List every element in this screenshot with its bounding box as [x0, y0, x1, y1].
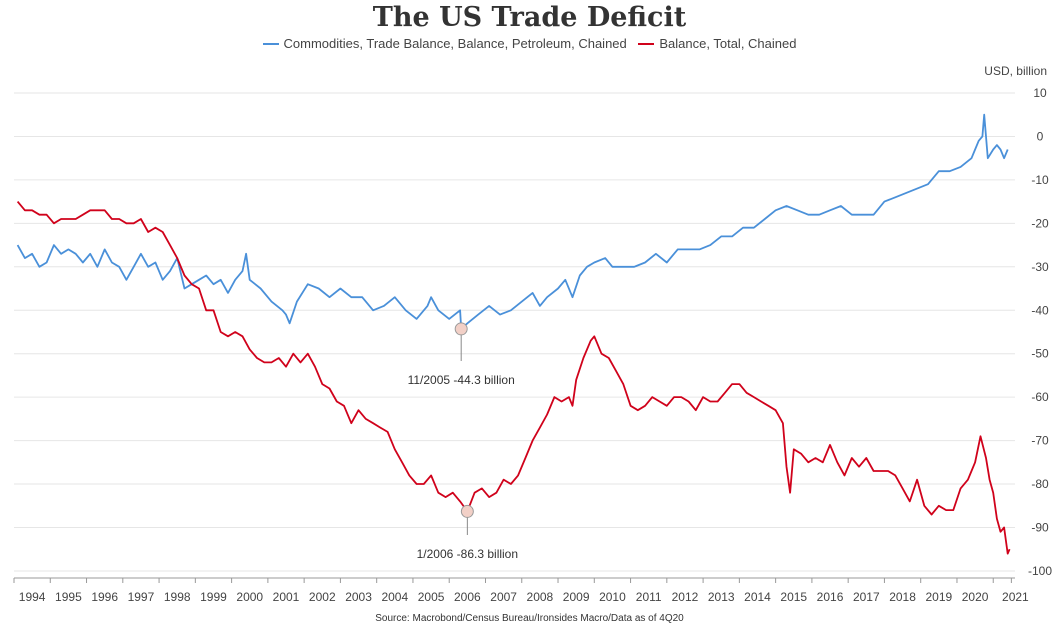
x-tick-label: 2009 [563, 590, 590, 604]
x-tick-label: 2015 [780, 590, 807, 604]
x-tick-label: 2019 [925, 590, 952, 604]
y-tick-label: -50 [1031, 347, 1049, 361]
series-lines [16, 113, 1011, 555]
x-tick-label: 1995 [55, 590, 82, 604]
y-axis-ticks: 10 0 -10 -20 -30 -40 -50 -60 -70 -80 -90 -100 [1028, 86, 1052, 578]
annotations: 11/2005 -44.3 billion 1/2006 -86.3 billio… [408, 322, 518, 561]
annotation-marker [460, 504, 474, 518]
x-tick-label: 1997 [128, 590, 155, 604]
source-note: Source: Macrobond/Census Bureau/Ironside… [375, 613, 684, 624]
x-tick-label: 2010 [599, 590, 626, 604]
legend-item-petroleum: Commodities, Trade Balance, Balance, Pet… [262, 36, 627, 51]
legend-item-total: Balance, Total, Chained [638, 36, 796, 51]
x-tick-label: 2020 [962, 590, 989, 604]
x-tick-label: 2017 [853, 590, 880, 604]
x-tick-label: 1994 [19, 590, 46, 604]
x-tick-label: 2021 [1002, 590, 1029, 604]
x-tick-label: 2000 [236, 590, 263, 604]
x-tick-label: 2005 [418, 590, 445, 604]
x-axis-ticks: 1994 1995 1996 1997 1998 1999 2000 2001 2002 2003… [19, 590, 1029, 604]
legend-swatch-total [638, 42, 655, 45]
x-tick-label: 2016 [817, 590, 844, 604]
y-axis-unit-label: USD, billion [984, 64, 1047, 78]
x-tick-label: 2003 [345, 590, 372, 604]
x-tick-label: 1999 [200, 590, 227, 604]
y-tick-label: -30 [1031, 260, 1049, 274]
annotation-label: 1/2006 -86.3 billion [417, 547, 518, 561]
x-axis [13, 577, 1015, 583]
y-tick-label: -100 [1028, 564, 1052, 578]
y-tick-label: -40 [1031, 303, 1049, 317]
series-line-petroleum [16, 113, 1009, 330]
y-tick-label: -80 [1031, 477, 1049, 491]
annotation-label: 11/2005 -44.3 billion [408, 373, 515, 387]
x-tick-label: 2014 [744, 590, 771, 604]
x-tick-label: 2011 [636, 590, 662, 604]
x-tick-label: 2002 [309, 590, 336, 604]
x-tick-label: 2001 [273, 590, 300, 604]
chart-legend: Commodities, Trade Balance, Balance, Pet… [0, 36, 1059, 51]
x-tick-label: 1998 [164, 590, 191, 604]
x-tick-label: 2004 [381, 590, 408, 604]
y-tick-label: 0 [1037, 129, 1044, 143]
legend-label-total: Balance, Total, Chained [659, 36, 797, 51]
series-line-total [16, 201, 1011, 555]
y-tick-label: -20 [1031, 216, 1049, 230]
x-tick-label: 2006 [454, 590, 481, 604]
x-tick-label: 2018 [889, 590, 916, 604]
y-tick-label: -70 [1031, 434, 1049, 448]
grid-lines [14, 92, 1015, 572]
legend-swatch-petroleum [262, 42, 279, 45]
x-tick-label: 2008 [527, 590, 554, 604]
y-tick-label: 10 [1033, 86, 1047, 100]
legend-label-petroleum: Commodities, Trade Balance, Balance, Pet… [283, 36, 627, 51]
annotation-marker [454, 322, 468, 336]
x-tick-label: 2012 [672, 590, 699, 604]
x-tick-label: 2007 [490, 590, 517, 604]
chart-title: The US Trade Deficit [372, 2, 687, 33]
y-tick-label: -10 [1031, 173, 1049, 187]
y-tick-label: -90 [1031, 521, 1049, 535]
x-tick-label: 2013 [708, 590, 735, 604]
y-tick-label: -60 [1031, 390, 1049, 404]
x-tick-label: 1996 [91, 590, 118, 604]
